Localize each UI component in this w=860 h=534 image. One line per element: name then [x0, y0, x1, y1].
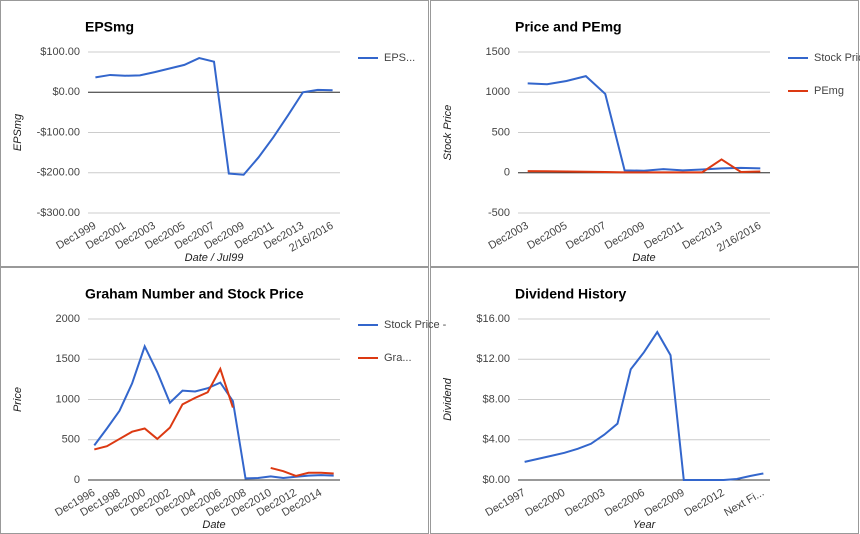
y-tick-label: 500	[492, 126, 510, 138]
y-tick-label: 2000	[56, 313, 80, 325]
y-tick-label: $12.00	[476, 353, 510, 365]
series-line	[527, 75, 761, 172]
panel-border	[430, 0, 859, 267]
x-tick-label: Next Fi...	[722, 487, 766, 519]
y-tick-label: $8.00	[482, 393, 510, 405]
x-tick-label: Dec1997	[483, 487, 527, 519]
y-axis-title: Price	[12, 387, 24, 412]
y-axis-title: Stock Price	[442, 105, 454, 161]
y-tick-label: -500	[488, 207, 510, 219]
chart-title: EPSmg	[85, 19, 134, 35]
y-tick-label: -$200.00	[37, 167, 80, 179]
panel-border	[0, 0, 429, 267]
y-tick-label: 1000	[56, 393, 80, 405]
chart-title: Graham Number and Stock Price	[85, 286, 304, 302]
x-tick-label: Dec2009	[643, 487, 687, 519]
y-tick-label: $0.00	[52, 86, 80, 98]
x-axis-title: Date	[632, 252, 655, 264]
x-tick-label: Dec2005	[525, 220, 569, 252]
y-tick-label: -$100.00	[37, 126, 80, 138]
x-tick-label: Dec2009	[603, 220, 647, 252]
y-axis-title: Dividend	[442, 377, 454, 421]
series-line	[93, 343, 334, 480]
x-axis-title: Year	[633, 519, 657, 531]
legend-label: EPS...	[384, 52, 415, 64]
x-axis-title: Date	[202, 519, 225, 531]
x-tick-label: Dec2003	[563, 487, 607, 519]
legend-label: PEmg	[814, 85, 844, 97]
x-tick-label: 2/16/2016	[715, 220, 763, 255]
y-tick-label: 1500	[486, 46, 510, 58]
y-tick-label: 0	[74, 474, 80, 486]
legend-label: Stock Price -	[384, 319, 447, 331]
series-line	[527, 158, 761, 174]
series-line	[524, 330, 764, 481]
y-tick-label: $100.00	[40, 46, 80, 58]
y-tick-label: 0	[504, 167, 510, 179]
x-tick-label: Dec2006	[603, 487, 647, 519]
legend-label: Stock Price	[814, 52, 860, 64]
y-tick-label: 1000	[486, 86, 510, 98]
x-tick-label: Dec2012	[682, 487, 726, 519]
y-tick-label: 500	[62, 434, 80, 446]
x-tick-label: Dec2007	[564, 220, 608, 252]
series-line	[94, 366, 334, 478]
series-line	[95, 56, 333, 176]
chart-title: Price and PEmg	[515, 19, 622, 35]
legend-label: Gra...	[384, 352, 412, 364]
y-axis-title: EPSmg	[12, 113, 24, 151]
x-tick-label: Dec2003	[486, 220, 530, 252]
y-tick-label: $16.00	[476, 313, 510, 325]
chart-title: Dividend History	[515, 286, 626, 302]
y-tick-label: 1500	[56, 353, 80, 365]
y-tick-label: $0.00	[482, 474, 510, 486]
x-axis-title: Date / Jul99	[185, 252, 244, 264]
y-tick-label: $4.00	[482, 434, 510, 446]
x-tick-label: Dec2011	[642, 220, 685, 252]
x-tick-label: Dec2000	[523, 487, 567, 519]
y-tick-label: -$300.00	[37, 207, 80, 219]
